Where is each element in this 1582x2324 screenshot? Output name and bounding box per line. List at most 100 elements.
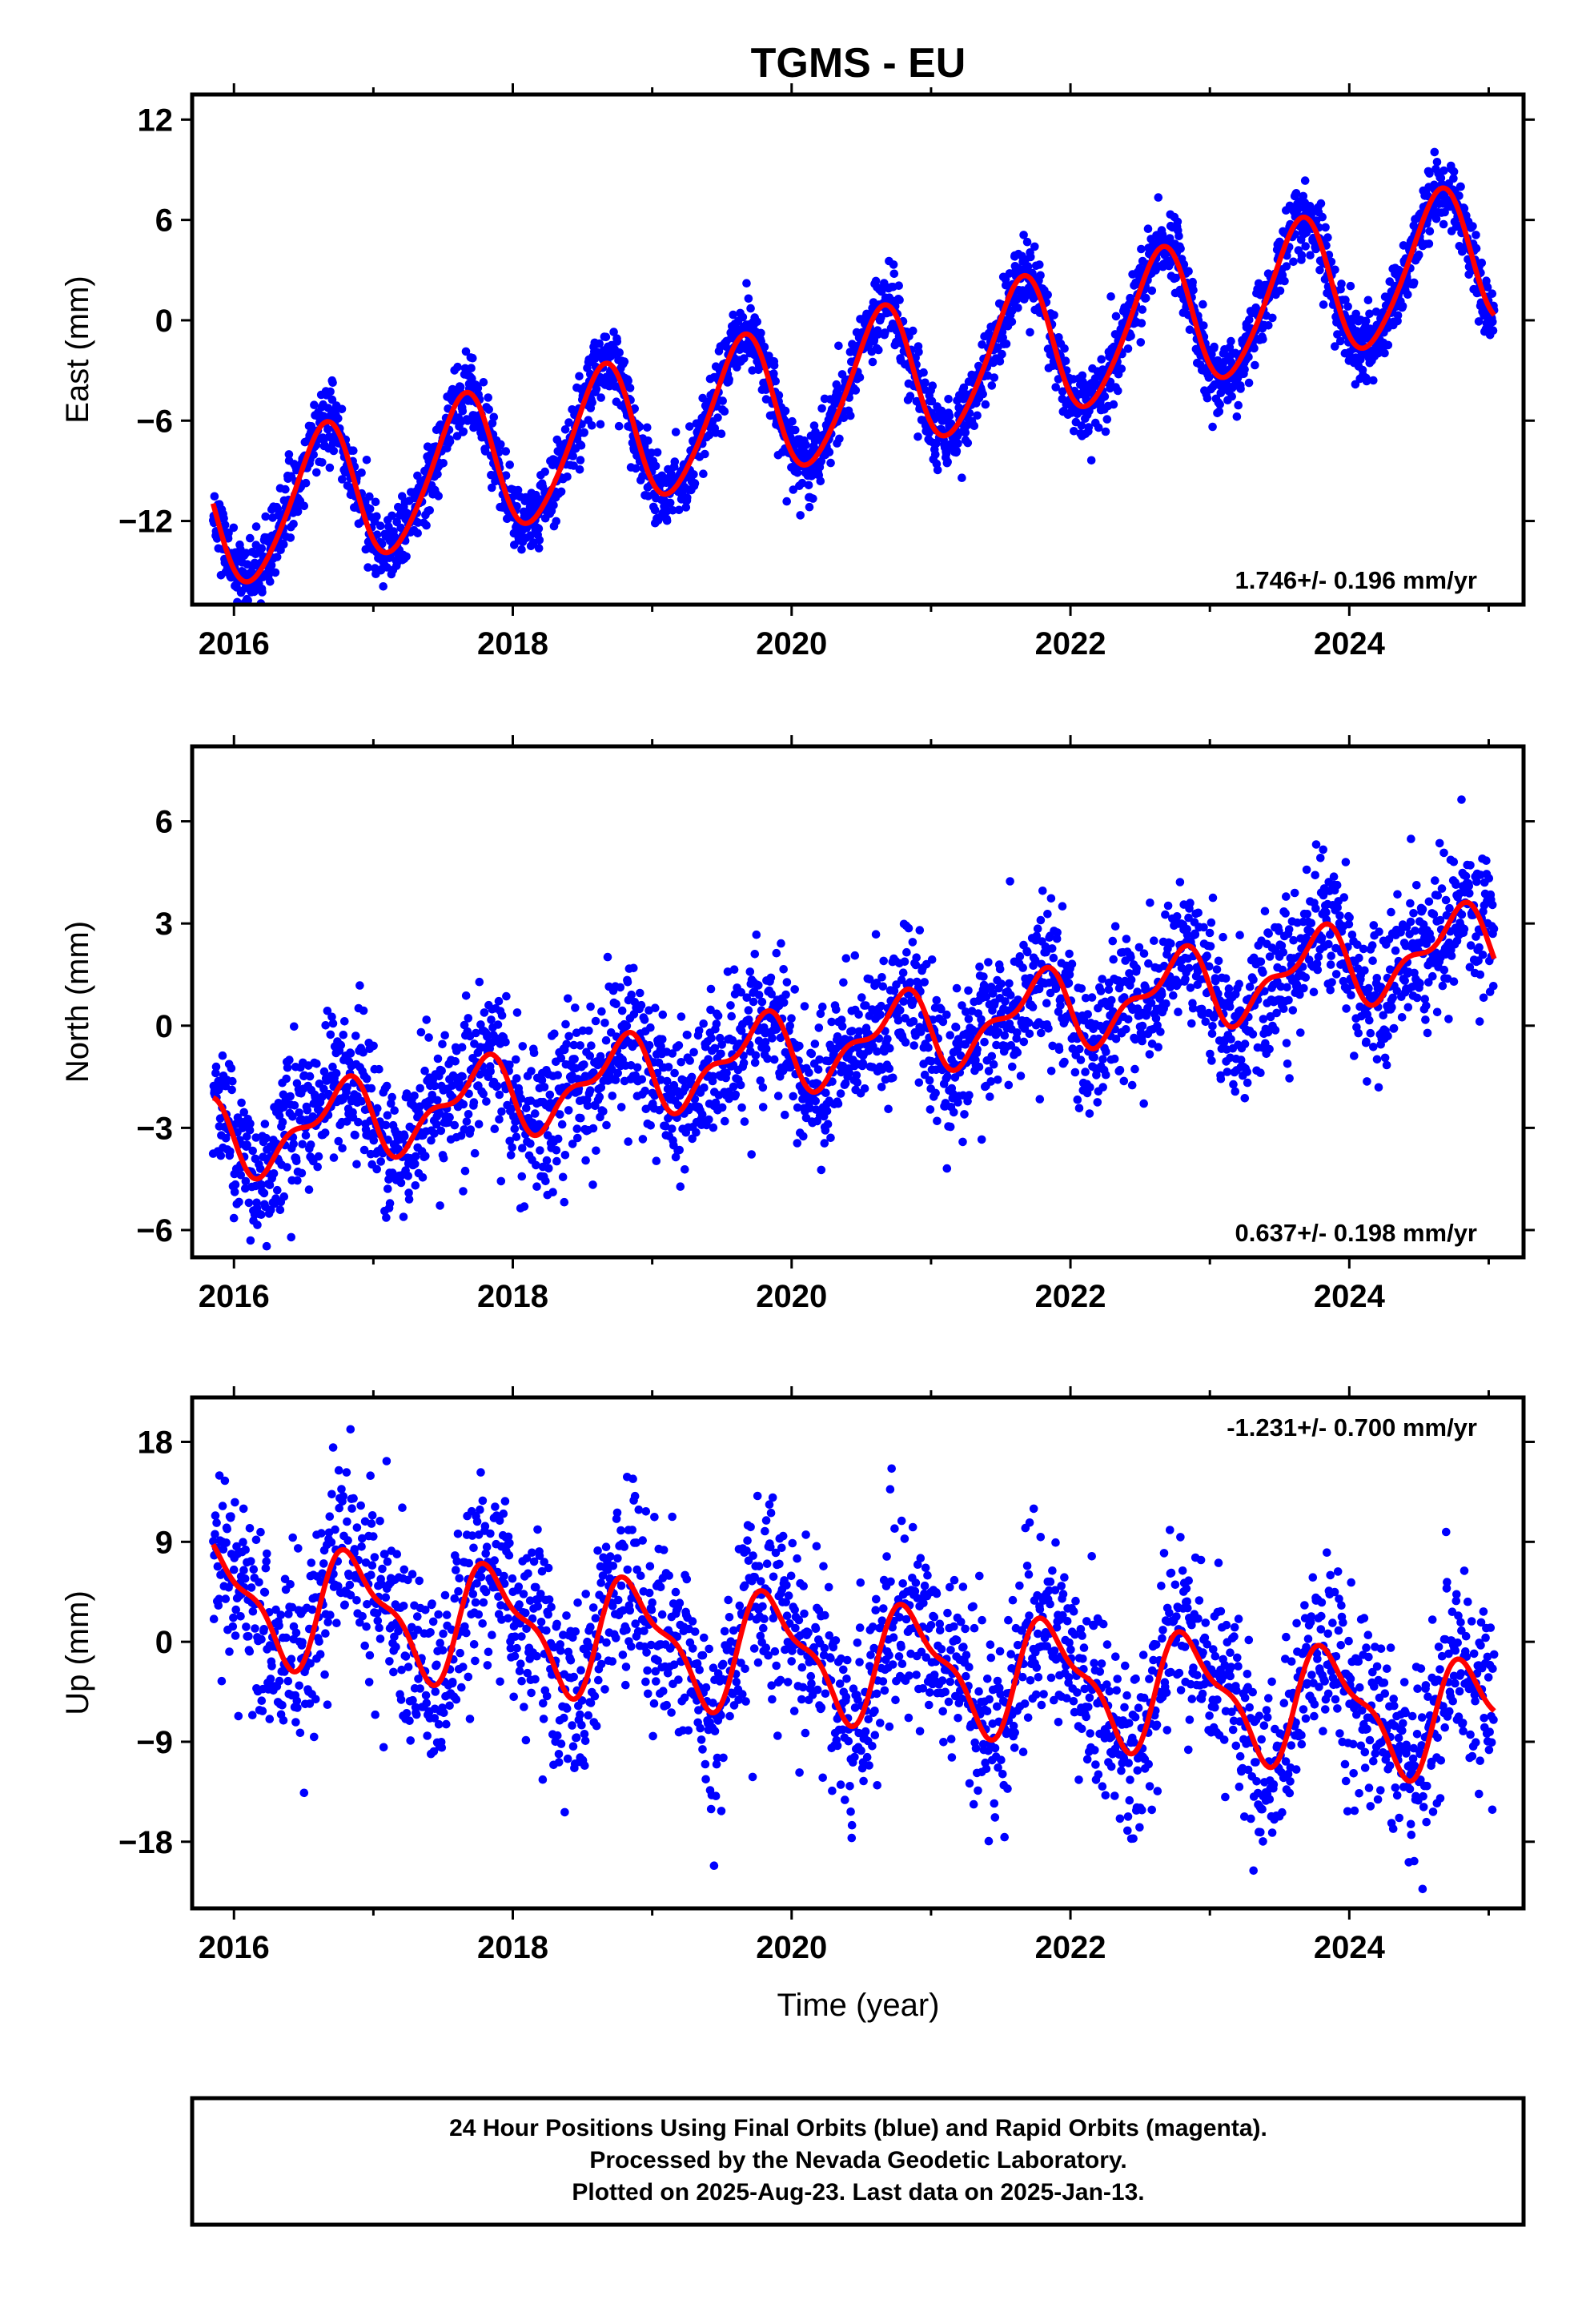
- data-point: [1154, 1043, 1162, 1051]
- data-point: [246, 533, 255, 543]
- data-point: [950, 1108, 958, 1117]
- data-point: [885, 1043, 894, 1053]
- data-point: [245, 1125, 255, 1135]
- data-point: [1144, 959, 1153, 968]
- data-point: [1016, 1072, 1026, 1080]
- data-point: [839, 413, 849, 423]
- data-point: [975, 962, 984, 971]
- data-point: [552, 517, 560, 526]
- data-point: [321, 1021, 331, 1030]
- data-point: [749, 997, 758, 1007]
- data-point: [1023, 947, 1032, 957]
- data-point: [339, 1031, 348, 1039]
- data-point: [901, 1038, 910, 1047]
- data-point: [1171, 273, 1180, 283]
- data-point: [1106, 292, 1115, 301]
- data-point: [461, 991, 471, 1000]
- data-point: [529, 1048, 539, 1057]
- data-point: [1086, 456, 1096, 465]
- data-point: [700, 1083, 709, 1092]
- data-point: [1162, 999, 1170, 1008]
- data-point: [1138, 305, 1147, 314]
- data-point: [640, 1015, 649, 1024]
- data-point: [746, 304, 755, 313]
- data-point: [855, 372, 865, 382]
- data-point: [267, 561, 276, 570]
- data-point: [1488, 289, 1497, 299]
- data-point: [596, 1051, 605, 1061]
- data-point: [596, 420, 605, 429]
- data-point: [1111, 312, 1121, 321]
- data-point: [1028, 1003, 1038, 1011]
- data-point: [883, 1035, 892, 1043]
- data-point: [1141, 983, 1150, 992]
- data-point: [459, 1100, 468, 1109]
- data-point: [723, 967, 733, 976]
- data-point: [411, 1152, 420, 1161]
- data-point: [1046, 1067, 1056, 1076]
- data-point: [1189, 285, 1198, 295]
- data-point: [1409, 278, 1419, 287]
- data-point: [679, 1076, 689, 1085]
- data-point: [613, 1068, 622, 1078]
- data-point: [1343, 302, 1352, 312]
- data-point: [793, 1103, 802, 1112]
- data-point: [285, 1055, 294, 1064]
- data-point: [876, 1010, 885, 1019]
- data-point: [1083, 1010, 1092, 1019]
- data-point: [1424, 239, 1434, 248]
- data-point: [490, 1124, 500, 1133]
- data-point: [914, 1078, 924, 1088]
- data-point: [736, 1080, 745, 1090]
- data-point: [244, 1198, 254, 1208]
- data-point: [689, 470, 698, 479]
- data-point: [805, 502, 814, 512]
- data-point: [925, 1076, 934, 1085]
- data-point: [756, 1076, 765, 1085]
- data-point: [591, 1016, 600, 1026]
- data-point: [445, 1112, 454, 1122]
- data-point: [616, 1103, 626, 1112]
- data-point: [349, 446, 358, 455]
- data-point: [1146, 999, 1156, 1007]
- data-point: [902, 947, 911, 957]
- data-point: [943, 1072, 952, 1081]
- data-point: [837, 1022, 847, 1031]
- data-point: [1151, 1014, 1161, 1023]
- data-point: [564, 994, 572, 1003]
- data-point: [576, 1041, 584, 1050]
- data-point: [601, 332, 611, 342]
- data-point: [797, 478, 807, 488]
- data-point: [496, 440, 505, 449]
- data-point: [599, 1107, 608, 1116]
- data-point: [958, 1137, 967, 1147]
- data-point: [754, 991, 764, 999]
- data-point: [612, 999, 620, 1009]
- data-point: [279, 1192, 289, 1201]
- data-point: [721, 1116, 729, 1126]
- data-point: [1018, 963, 1027, 972]
- data-point: [1291, 189, 1301, 198]
- data-point: [978, 389, 987, 399]
- data-point: [516, 1094, 526, 1103]
- fit-line: [210, 185, 1496, 585]
- data-point: [522, 1104, 531, 1112]
- data-point: [1456, 182, 1465, 191]
- data-point: [658, 1035, 667, 1044]
- data-point: [1109, 955, 1118, 964]
- data-point: [379, 582, 388, 591]
- x-tick-label: 2018: [477, 626, 548, 661]
- data-point: [744, 1015, 753, 1024]
- data-point: [305, 1072, 315, 1081]
- data-point: [501, 1038, 510, 1047]
- data-point: [993, 1076, 1002, 1084]
- data-point: [848, 1027, 857, 1035]
- data-point: [689, 1047, 698, 1057]
- data-point: [253, 1220, 262, 1229]
- data-point: [717, 1049, 725, 1059]
- data-point: [720, 407, 729, 416]
- data-point: [942, 1164, 952, 1173]
- data-point: [779, 965, 788, 974]
- data-point: [820, 1139, 829, 1148]
- data-point: [845, 1068, 854, 1077]
